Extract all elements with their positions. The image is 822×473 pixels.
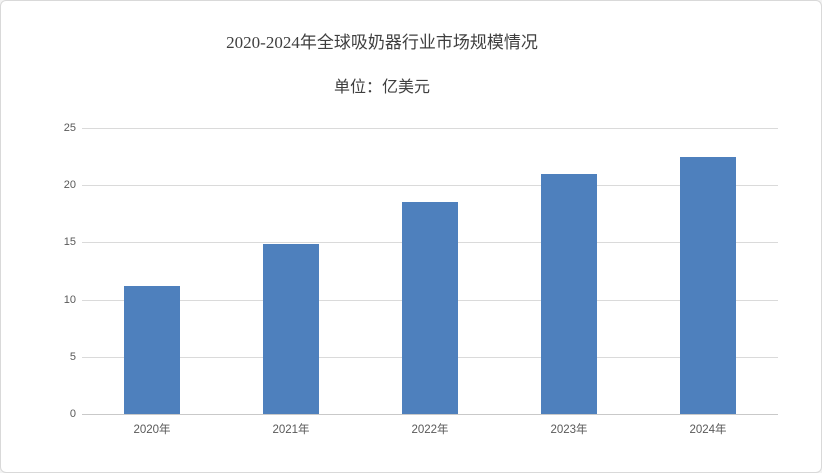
y-axis-tick-label: 25 [63, 122, 76, 134]
x-axis-tick-label: 2024年 [689, 424, 727, 436]
x-axis-tick-label: 2022年 [411, 424, 449, 436]
x-axis-tick-label: 2021年 [272, 424, 310, 436]
x-axis-line [82, 414, 778, 415]
y-axis-tick-label: 15 [63, 236, 76, 248]
y-axis-tick-label: 5 [69, 351, 76, 363]
bar-2020年 [124, 286, 180, 414]
x-axis-tick-label: 2023年 [550, 424, 588, 436]
chart-header: 2020-2024年全球吸奶器行业市场规模情况 单位：亿美元 [1, 1, 763, 98]
chart-title: 2020-2024年全球吸奶器行业市场规模情况 [226, 33, 538, 52]
bar-2022年 [402, 202, 458, 414]
y-axis-tick-label: 10 [63, 294, 76, 306]
bar-2024年 [680, 157, 736, 414]
bar-2023年 [541, 174, 597, 414]
y-gridline [82, 128, 778, 129]
chart-unit-label: 单位：亿美元 [333, 79, 430, 96]
y-gridline [82, 185, 778, 186]
y-axis-tick-label: 0 [69, 408, 76, 420]
bar-2021年 [263, 244, 319, 414]
y-axis-tick-label: 20 [63, 179, 76, 191]
x-axis-tick-label: 2020年 [133, 424, 171, 436]
